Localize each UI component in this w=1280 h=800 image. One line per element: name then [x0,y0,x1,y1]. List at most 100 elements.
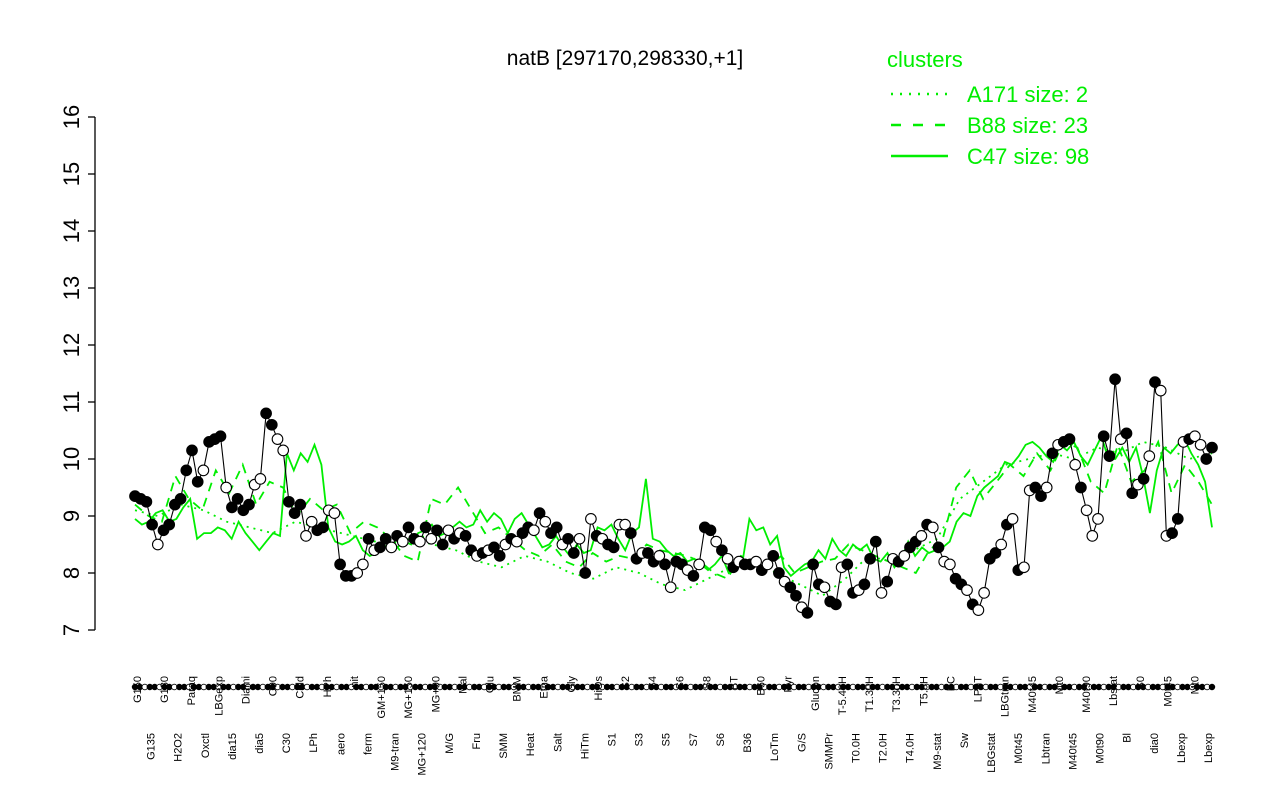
condition-label: Mt0 [1189,676,1201,694]
data-point [841,558,854,571]
data-point [1092,513,1104,525]
y-tick-label: 15 [59,162,84,186]
data-point [1097,430,1110,443]
data-point [334,558,346,571]
condition-label: T4.0H [905,733,917,763]
condition-label: GM+150 [376,676,388,719]
data-point [539,515,552,528]
data-point [767,550,780,562]
data-point [425,532,438,545]
condition-label: MG+90 [430,676,442,712]
data-point [191,475,204,488]
x-axis-condition-labels: G150 G135 G180 H2O2 Paraq Oxctl LBGexp dia15 Dia… [131,675,1216,776]
data-point [151,538,164,551]
data-point [174,493,187,505]
condition-label: M0t45 [1013,733,1025,764]
data-point [419,521,432,534]
data-point [1080,504,1093,517]
expression-points [129,373,1218,619]
condition-label: aero [335,733,347,755]
condition-label: BC [945,676,957,691]
data-point [226,501,238,514]
condition-label: M0t45 [1162,676,1174,707]
data-point [864,552,876,565]
y-tick-label: 9 [59,510,84,522]
condition-label: S7 [688,733,700,746]
data-point [881,575,894,588]
condition-label: S1 [607,733,619,746]
data-point [1075,481,1087,494]
data-point [1018,561,1030,574]
condition-label: dia15 [227,733,239,760]
y-tick-label: 13 [59,276,84,300]
data-point [220,481,233,494]
legend-label-c47: C47 size: 98 [967,144,1089,169]
data-point [1046,447,1059,460]
data-point [1086,530,1099,542]
condition-label: M40t90 [1081,676,1093,713]
data-point [1171,513,1184,525]
condition-label: Glu [485,676,497,693]
data-point [1206,441,1218,454]
condition-label: G150 [132,676,144,703]
condition-label: M9-stat [932,733,944,770]
data-point [488,541,500,554]
condition-label: Mal [457,676,469,694]
data-point [1143,450,1156,462]
data-point [186,444,198,457]
y-tick-label: 7 [59,624,84,636]
data-point [858,578,871,591]
data-point [1120,427,1133,440]
data-point [140,495,153,508]
condition-label: Lbexp [1176,733,1188,763]
condition-label: dia0 [1149,733,1161,754]
data-point [493,550,506,562]
data-point [243,498,255,511]
data-point [214,430,227,443]
data-point [830,598,842,611]
y-tick-label: 10 [59,447,84,471]
data-point [436,538,449,551]
data-point [1189,430,1201,443]
condition-label: T5.0H [918,676,930,706]
y-tick-label: 16 [59,105,84,129]
data-point [898,550,911,562]
data-point [716,544,728,557]
data-point [163,518,176,531]
condition-label: G180 [159,676,171,703]
data-point [624,527,637,539]
data-point [510,535,523,548]
condition-label: Heat [525,733,537,756]
data-point [431,524,443,537]
condition-label: T2.0H [878,733,890,763]
data-point [396,535,409,548]
data-point [385,541,398,554]
condition-label: M40t45 [1027,676,1039,713]
condition-label: Gly [566,676,578,693]
condition-label: Mt0 [1054,676,1066,694]
data-point [995,538,1008,551]
chart-title: natB [297170,298330,+1] [507,47,743,70]
condition-label: B60 [756,676,768,696]
data-point [944,558,956,571]
condition-label: Lbstat [1108,676,1120,706]
data-point [721,552,734,565]
data-point [573,532,586,545]
condition-label: M9-tran [390,733,402,771]
condition-label: S6 [674,676,686,689]
data-point [784,581,797,594]
condition-label: Paraq [186,676,198,705]
condition-label: G135 [146,733,158,760]
data-point [801,607,814,619]
data-point [1194,438,1207,451]
expression-line [134,379,1213,615]
y-axis: 7 8 9 10 11 12 13 14 15 16 [59,105,96,636]
data-point [619,518,631,531]
data-point [362,532,375,545]
condition-label: MG+150 [403,676,415,719]
data-point [607,541,620,554]
data-point [653,550,666,562]
y-tick-label: 11 [59,391,84,414]
data-point [197,464,210,477]
condition-label: Cold [295,676,307,699]
